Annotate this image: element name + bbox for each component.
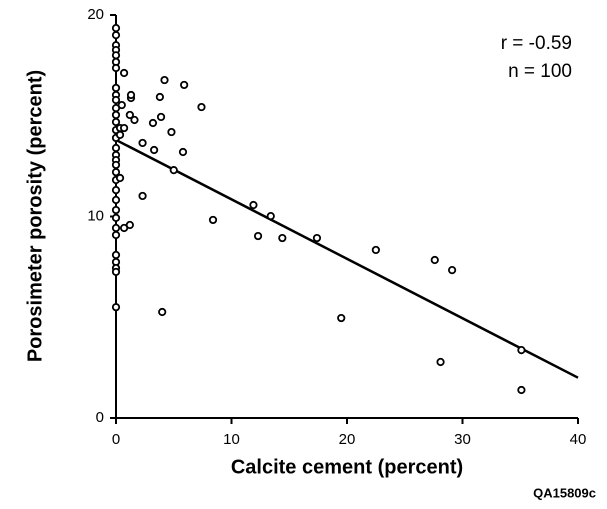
point: [278, 233, 287, 243]
point: [111, 205, 121, 215]
point: [111, 160, 121, 170]
point: [111, 51, 121, 60]
point: [115, 130, 125, 139]
point: [111, 143, 121, 153]
trend-line: [115, 138, 579, 379]
point: [111, 63, 121, 73]
footer: QA15809c: [533, 485, 596, 500]
point: [111, 303, 121, 312]
point: [178, 147, 188, 157]
point: [150, 145, 159, 155]
point: [156, 112, 166, 122]
x-tick-label: 30: [454, 431, 471, 448]
point: [125, 110, 134, 120]
point: [158, 307, 167, 317]
point: [111, 117, 121, 127]
point: [111, 23, 121, 33]
point: [430, 255, 439, 265]
point: [111, 83, 121, 93]
y-tick-label: 0: [96, 409, 104, 426]
x-tick-label: 10: [223, 431, 240, 448]
point: [111, 213, 121, 223]
point: [117, 100, 126, 110]
point: [111, 110, 121, 120]
y-tick-label: 20: [87, 6, 104, 23]
point: [126, 90, 136, 100]
point: [111, 95, 121, 105]
point: [436, 357, 445, 367]
point: [253, 231, 263, 241]
point: [167, 127, 176, 137]
y-tick-label: 10: [87, 207, 104, 224]
point: [208, 215, 218, 225]
point: [180, 80, 189, 90]
point: [115, 173, 125, 183]
point: [111, 223, 121, 233]
point: [119, 68, 129, 78]
annotation: n = 100: [508, 61, 572, 82]
point: [111, 31, 121, 40]
point: [119, 123, 129, 133]
point: [130, 115, 139, 125]
x-tick-label: 40: [570, 431, 587, 448]
point: [111, 267, 121, 277]
x-axis-label: Calcite cement (percent): [231, 456, 463, 478]
x-tick-label: 0: [112, 431, 120, 448]
point: [517, 385, 526, 395]
point: [111, 186, 121, 195]
point: [111, 250, 121, 260]
point: [517, 345, 526, 355]
point: [160, 75, 169, 85]
point: [169, 166, 178, 175]
annotation: r = -0.59: [501, 33, 572, 54]
point: [249, 200, 258, 210]
point: [138, 138, 147, 148]
point: [312, 233, 322, 243]
point: [125, 220, 134, 230]
point: [266, 211, 275, 221]
point: [138, 191, 147, 201]
y-axis-label: Porosimeter porosity (percent): [24, 70, 46, 362]
point: [371, 245, 380, 255]
point: [111, 168, 121, 177]
point: [337, 313, 346, 323]
point: [148, 118, 158, 128]
point: [111, 195, 121, 205]
point: [111, 230, 121, 240]
point: [448, 265, 457, 275]
x-tick-label: 20: [339, 431, 356, 448]
point: [197, 102, 206, 112]
point: [155, 92, 164, 102]
